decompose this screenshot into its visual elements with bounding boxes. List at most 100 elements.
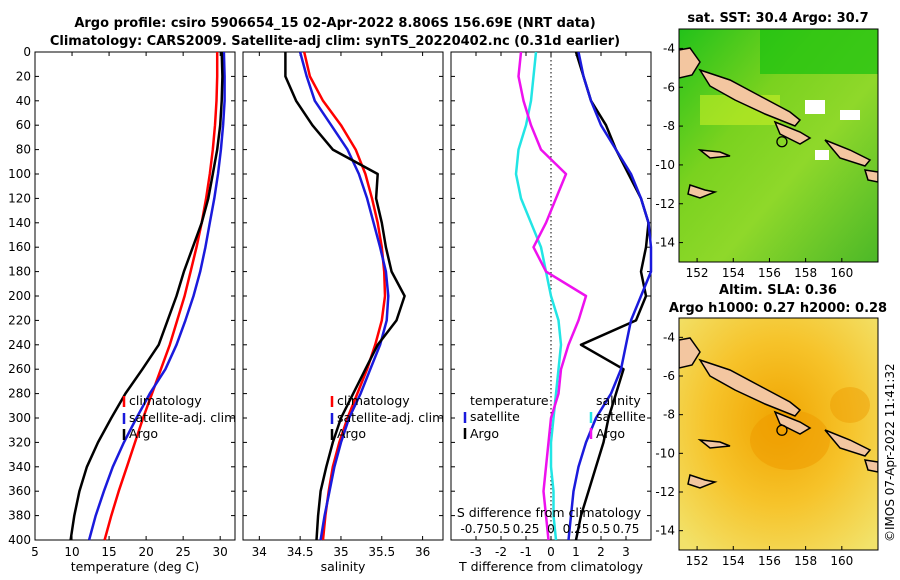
y-tick-label: 240 bbox=[8, 338, 31, 352]
map-y-tick-label: -12 bbox=[655, 197, 675, 211]
sla-argo-marker bbox=[776, 424, 788, 436]
x-tick-label: 35.5 bbox=[368, 545, 395, 559]
salinity-plot: 34 34.5 35 35.5 36 bbox=[243, 51, 443, 559]
y-tick-label: 200 bbox=[8, 289, 31, 303]
map-y-tick-label: -6 bbox=[663, 369, 675, 383]
x-tick-label: 25 bbox=[176, 545, 191, 559]
sst-land bbox=[698, 68, 802, 127]
x-tick-label: -2 bbox=[495, 545, 507, 559]
s-difference-label: S difference from climatology bbox=[457, 505, 642, 520]
map-y-tick-label: -8 bbox=[663, 119, 675, 133]
x-tick-label: -1 bbox=[520, 545, 532, 559]
legend-climatology: climatology bbox=[129, 393, 202, 408]
map-y-tick-label: -6 bbox=[663, 80, 675, 94]
map-y-tick-label: -14 bbox=[655, 524, 675, 538]
sla-high-patch bbox=[750, 410, 830, 470]
copyright-stamp: ©IMOS 07-Apr-2022 11:41:32 bbox=[883, 363, 897, 542]
series-line-argo bbox=[69, 51, 224, 541]
y-tick-label: 340 bbox=[8, 460, 31, 474]
series-line-climatology bbox=[302, 51, 387, 541]
s-tick-label: 0.5 bbox=[591, 522, 610, 536]
map-y-tick-label: -10 bbox=[655, 446, 675, 460]
sla-map-title: Altim. SLA: 0.36 bbox=[719, 283, 837, 298]
map-x-tick-label: 156 bbox=[758, 266, 781, 280]
x-tick-label: 35 bbox=[333, 545, 348, 559]
x-tick-label: 1 bbox=[572, 545, 580, 559]
map-y-tick-label: -8 bbox=[663, 408, 675, 422]
s-difference-ticks: -0.75 0.5 0.25 0 0.25 0.5 0.75 bbox=[460, 522, 639, 536]
y-tick-label: 100 bbox=[8, 167, 31, 181]
y-tick-label: 300 bbox=[8, 411, 31, 425]
legend-t-satellite: satellite bbox=[470, 409, 520, 424]
difference-legend: temperature satellite Argo salinity sate… bbox=[463, 393, 646, 441]
sla-map-ticks: 152 154 156 158 160 -4 -6 -8 -10 -12 -14 bbox=[655, 330, 853, 568]
legend-climatology: climatology bbox=[337, 393, 410, 408]
x-tick-label: 2 bbox=[597, 545, 605, 559]
map-x-tick-label: 160 bbox=[830, 554, 853, 568]
legend-argo: Argo bbox=[129, 426, 158, 441]
sla-map-frame bbox=[678, 317, 879, 551]
map-x-tick-label: 160 bbox=[830, 266, 853, 280]
legend-satellite: satellite-adj. clim bbox=[129, 410, 236, 425]
salinity-legend: climatology satellite-adj. clim Argo bbox=[330, 393, 444, 441]
series-line-temperature-argo bbox=[574, 51, 650, 541]
sst-map-frame bbox=[678, 28, 879, 263]
x-tick-label: -3 bbox=[470, 545, 482, 559]
s-tick-label: 0.25 bbox=[563, 522, 590, 536]
sst-missing-patch bbox=[805, 100, 825, 114]
legend-s-satellite: satellite bbox=[596, 409, 646, 424]
map-y-tick-label: -10 bbox=[655, 158, 675, 172]
sla-land bbox=[773, 410, 812, 435]
s-tick-label: 0.5 bbox=[491, 522, 510, 536]
sst-map-ticks: 152 154 156 158 160 -4 -6 -8 -10 -12 -14 bbox=[655, 41, 853, 280]
sst-missing-patch bbox=[815, 150, 829, 160]
series-line-salinity-satellite bbox=[567, 51, 653, 541]
map-y-tick-label: -4 bbox=[663, 330, 675, 344]
t-difference-xlabel: T difference from climatology bbox=[458, 559, 644, 574]
temperature-legend: climatology satellite-adj. clim Argo bbox=[122, 393, 236, 441]
s-tick-label: 0.75 bbox=[613, 522, 640, 536]
map-x-tick-label: 158 bbox=[794, 554, 817, 568]
sst-missing-patch bbox=[840, 110, 860, 120]
temperature-plot: 5 10 15 20 25 3002040608010012014016018020022… bbox=[8, 45, 235, 559]
series-line-satellite-adj-clim bbox=[87, 51, 226, 541]
figure-title-line2: Climatology: CARS2009. Satellite-adj cli… bbox=[50, 34, 620, 49]
x-tick-label: 3 bbox=[622, 545, 630, 559]
legend-t-argo: Argo bbox=[470, 426, 499, 441]
map-x-tick-label: 152 bbox=[686, 554, 709, 568]
sla-map-subtitle: Argo h1000: 0.27 h2000: 0.28 bbox=[669, 301, 887, 316]
sst-land bbox=[773, 120, 812, 145]
x-tick-label: 10 bbox=[64, 545, 79, 559]
y-tick-label: 60 bbox=[16, 118, 31, 132]
sst-map-title: sat. SST: 30.4 Argo: 30.7 bbox=[687, 11, 868, 26]
y-tick-label: 0 bbox=[23, 45, 31, 59]
map-x-tick-label: 156 bbox=[758, 554, 781, 568]
x-tick-label: 34 bbox=[252, 545, 267, 559]
legend-argo: Argo bbox=[337, 426, 366, 441]
sst-land bbox=[687, 184, 718, 199]
temperature-xlabel: temperature (deg C) bbox=[71, 559, 200, 574]
legend-s-argo: Argo bbox=[596, 426, 625, 441]
y-tick-label: 380 bbox=[8, 509, 31, 523]
sla-land bbox=[863, 459, 878, 473]
series-line-satellite-adj-clim bbox=[298, 51, 390, 541]
y-tick-label: 360 bbox=[8, 484, 31, 498]
x-tick-label: 15 bbox=[101, 545, 116, 559]
y-tick-label: 220 bbox=[8, 313, 31, 327]
sst-land bbox=[697, 149, 731, 159]
y-tick-label: 120 bbox=[8, 191, 31, 205]
map-y-tick-label: -4 bbox=[663, 41, 675, 55]
sst-map-field bbox=[679, 29, 878, 262]
y-tick-label: 160 bbox=[8, 240, 31, 254]
map-x-tick-label: 154 bbox=[722, 266, 745, 280]
sst-land bbox=[679, 47, 701, 79]
sst-land bbox=[824, 139, 872, 167]
series-line-salinity-argo bbox=[517, 51, 588, 541]
sst-warm-patch bbox=[760, 29, 878, 74]
difference-plot: -3 -2 -1 0 1 2 3 bbox=[451, 51, 653, 559]
legend-satellite: satellite-adj. clim bbox=[337, 410, 444, 425]
x-tick-label: 30 bbox=[213, 545, 228, 559]
s-tick-label: 0 bbox=[547, 522, 555, 536]
legend-temperature-title: temperature bbox=[470, 393, 549, 408]
salinity-axes bbox=[242, 51, 444, 541]
